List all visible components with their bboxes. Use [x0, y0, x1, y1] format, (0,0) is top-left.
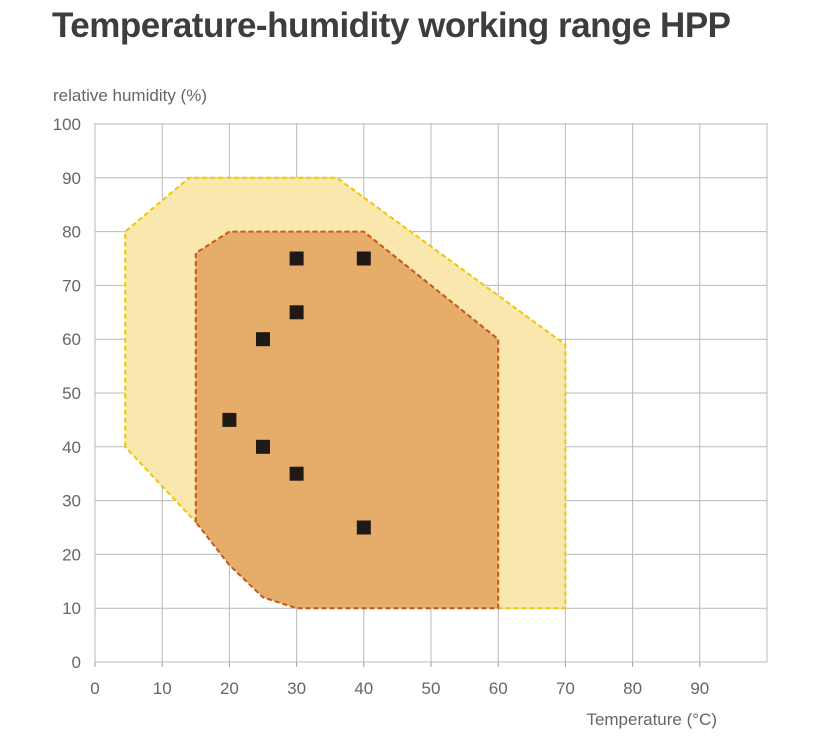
x-axis-label: Temperature (°C) — [586, 710, 717, 729]
data-point — [289, 466, 304, 481]
working-ranges — [124, 176, 567, 610]
x-tick-label: 60 — [489, 679, 508, 698]
x-tick-label: 40 — [354, 679, 373, 698]
data-point — [256, 332, 270, 347]
data-points — [222, 251, 371, 535]
y-tick-label: 20 — [62, 545, 81, 564]
inner-working-range — [194, 230, 500, 610]
data-point — [356, 520, 371, 535]
y-tick-label: 70 — [62, 276, 81, 295]
y-tick-label: 90 — [62, 169, 81, 188]
y-tick-label: 30 — [62, 492, 81, 511]
x-tick-label: 20 — [220, 679, 239, 698]
data-point — [222, 412, 237, 427]
y-tick-label: 80 — [62, 223, 81, 242]
x-tick-label: 10 — [153, 679, 172, 698]
y-tick-label: 0 — [72, 653, 81, 672]
y-tick-label: 100 — [53, 115, 81, 134]
x-tick-label: 0 — [90, 679, 99, 698]
data-point — [289, 305, 304, 320]
y-tick-label: 50 — [62, 384, 81, 403]
x-tick-label: 80 — [623, 679, 642, 698]
x-tick-label: 90 — [690, 679, 709, 698]
y-tick-label: 60 — [62, 330, 81, 349]
data-point — [256, 439, 270, 454]
y-tick-label: 10 — [62, 599, 81, 618]
y-tick-label: 40 — [62, 438, 81, 457]
tick-labels: 0 10 20 30 40 50 60 70 80 90 100 0 10 20 30 40 50 60 70 80 9… — [53, 115, 710, 698]
x-tick-label: 30 — [287, 679, 306, 698]
data-point — [356, 251, 371, 266]
data-point — [289, 251, 304, 266]
y-axis-label: relative humidity (%) — [53, 86, 207, 105]
x-tick-label: 50 — [422, 679, 441, 698]
x-tick-label: 70 — [556, 679, 575, 698]
chart-title: Temperature-humidity working range HPP — [52, 6, 731, 45]
